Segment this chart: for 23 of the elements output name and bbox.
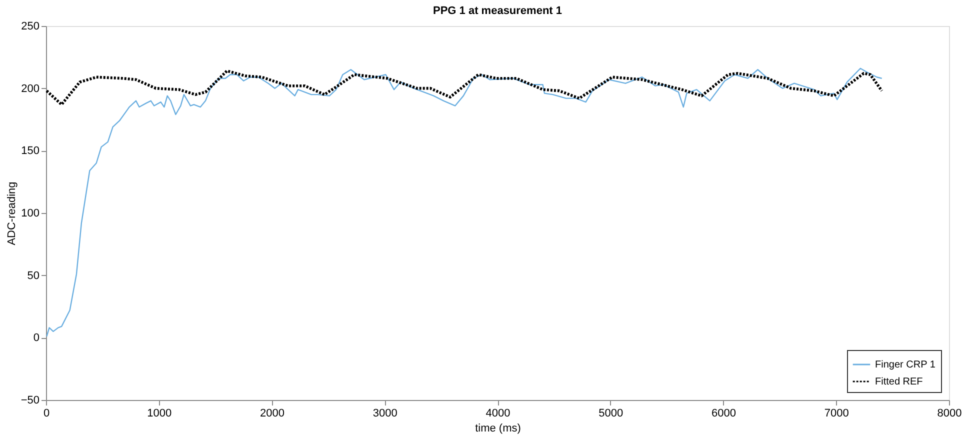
x-tick-label: 0 xyxy=(43,408,50,420)
y-tick-label: 50 xyxy=(27,270,40,282)
x-tick-label: 5000 xyxy=(598,408,624,420)
y-axis-title: ADC-reading xyxy=(6,182,18,246)
chart-title: PPG 1 at measurement 1 xyxy=(432,5,562,17)
x-tick-label: 7000 xyxy=(824,408,849,420)
y-tick-label: 200 xyxy=(21,82,40,95)
x-tick-label: 1000 xyxy=(147,408,172,420)
x-axis-title: time (ms) xyxy=(475,422,521,434)
x-tick-label: 4000 xyxy=(486,408,510,420)
legend-label: Fitted REF xyxy=(875,376,923,388)
x-tick-label: 3000 xyxy=(372,408,398,420)
y-tick-label: 100 xyxy=(21,208,40,220)
x-tick-label: 6000 xyxy=(712,408,736,420)
y-tick-label: 250 xyxy=(21,20,40,32)
line-series xyxy=(46,68,882,338)
x-tick-label: 2000 xyxy=(260,408,284,420)
y-tick-label: 0 xyxy=(33,332,40,344)
y-tick-label: 150 xyxy=(21,145,40,158)
line-series xyxy=(45,69,884,106)
x-tick-label: 8000 xyxy=(937,408,962,420)
legend-label: Finger CRP 1 xyxy=(875,360,936,370)
y-tick-label: −50 xyxy=(20,394,40,406)
